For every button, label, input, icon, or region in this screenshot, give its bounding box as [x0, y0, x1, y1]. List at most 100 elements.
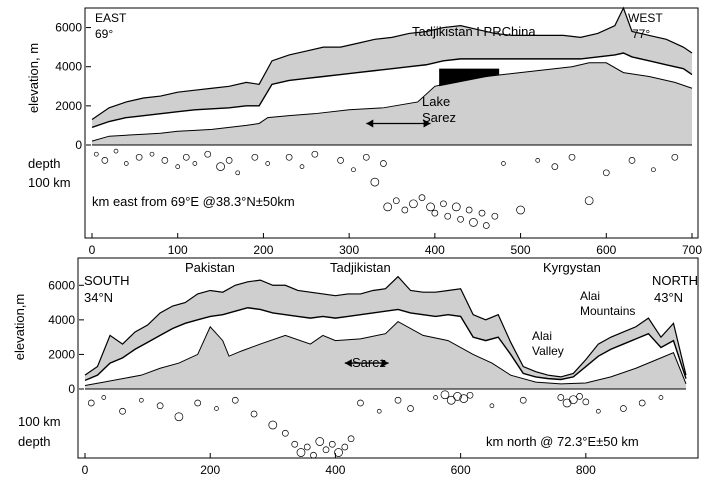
earthquake-marker: [337, 157, 344, 164]
earthquake-marker: [568, 153, 576, 161]
earthquake-marker: [235, 170, 241, 176]
top-center-label: Tadjikistan I PRChina: [412, 24, 536, 39]
earthquake-marker: [433, 395, 438, 400]
earthquake-marker: [138, 397, 144, 403]
x-tick-label: 300: [339, 243, 359, 257]
x-tick-label: 800: [576, 463, 596, 477]
sarez-arrow-head-right: [423, 119, 431, 128]
earthquake-marker: [347, 435, 355, 443]
max-mean-band: [85, 276, 686, 381]
earthquake-marker: [101, 395, 107, 400]
earthquake-marker: [401, 206, 409, 214]
top-plot-layer: 0 2000 4000 6000 0 100 200 300 400 500 600 700: [55, 6, 702, 257]
earthquake-marker: [453, 392, 462, 401]
earthquake-marker: [671, 153, 679, 161]
earthquake-marker: [328, 440, 336, 448]
earthquake-marker: [250, 410, 258, 418]
alai-mountains-label: Alai: [580, 289, 600, 303]
bottom-corner-left-sub: 34°N: [84, 290, 113, 305]
top-corner-right: WEST: [628, 11, 663, 25]
earthquake-marker: [465, 206, 473, 214]
earthquake-marker: [174, 412, 184, 422]
earthquake-marker: [299, 164, 305, 169]
earthquake-marker: [535, 158, 541, 163]
earthquake-marker: [214, 406, 219, 411]
earthquake-marker: [562, 398, 572, 408]
bottom-depth-tick: 100 km: [18, 414, 61, 429]
top-plot-frame: [84, 7, 699, 239]
earthquake-marker: [194, 399, 202, 407]
bottom-ylabel: elevation,m: [12, 294, 27, 360]
earthquake-marker: [101, 157, 109, 164]
y-tick-label: 2000: [55, 99, 82, 113]
bottom-depth-label: depth: [18, 434, 51, 449]
min-elevation-area: [92, 62, 692, 145]
min-elevation-area: [85, 321, 686, 389]
bottom-panel: 0 2000 4000 6000 0 200 400 600 800 elevation,m 1…: [12, 257, 699, 477]
earthquake-marker: [478, 209, 486, 217]
bottom-plot-layer: 0 2000 4000 6000 0 200 400 600 800: [48, 275, 687, 477]
y-tick-label: 0: [68, 382, 75, 396]
bottom-xlabel: km north @ 72.3°E±50 km: [486, 434, 639, 449]
earthquake-marker: [291, 440, 299, 448]
x-tick-label: 600: [596, 243, 616, 257]
top-corner-right-sub: 77°: [632, 27, 650, 41]
earthquake-marker: [446, 395, 456, 405]
min-elevation-line: [84, 320, 687, 387]
earthquake-marker: [596, 408, 601, 414]
earthquake-marker: [440, 390, 450, 400]
y-tick-label: 6000: [55, 21, 82, 35]
earthquake-marker: [135, 153, 143, 161]
x-tick-label: 100: [168, 243, 188, 257]
lake-sarez-mark: [439, 68, 500, 87]
earthquake-marker: [576, 393, 583, 400]
earthquake-marker: [156, 402, 164, 410]
top-corner-left-sub: 69°: [95, 27, 113, 41]
earthquake-marker: [251, 153, 259, 161]
earthquake-marker: [231, 396, 239, 404]
x-tick-label: 200: [253, 243, 273, 257]
max-elevation-line: [91, 6, 693, 121]
top-ylabel: elevation, m: [26, 43, 41, 113]
earthquake-marker: [466, 391, 474, 399]
mean-elevation-line: [91, 52, 693, 129]
earthquake-marker: [380, 160, 387, 167]
earthquake-marker: [568, 395, 578, 405]
x-tick-label: 700: [682, 243, 702, 257]
earthquake-marker: [407, 405, 414, 412]
bottom-corner-left: SOUTH: [84, 273, 130, 288]
earthquake-marker: [311, 150, 319, 158]
earthquake-marker: [310, 451, 317, 459]
earthquake-marker: [341, 443, 349, 451]
sarez-arrow-head-left: [366, 119, 374, 128]
earthquake-marker: [161, 157, 169, 164]
region-label-kyrgystan: Kyrgystan: [543, 260, 601, 275]
x-tick-label: 0: [89, 243, 96, 257]
earthquake-marker: [489, 403, 495, 409]
top-depth-label: depth: [28, 156, 61, 171]
earthquake-marker: [431, 209, 439, 217]
lake-sarez-label: Lake: [422, 94, 450, 109]
earthquake-marker: [628, 157, 636, 164]
y-tick-label: 0: [75, 138, 82, 152]
earthquake-marker: [296, 448, 306, 457]
x-tick-label: 200: [200, 463, 220, 477]
earthquake-marker: [303, 443, 311, 451]
min-elevation-line: [91, 62, 693, 142]
earthquake-marker: [582, 398, 590, 406]
earthquake-marker: [516, 205, 525, 215]
earthquake-marker: [551, 163, 559, 170]
mean-elevation-line: [84, 307, 687, 382]
earthquake-marker: [491, 212, 499, 220]
earthquake-marker: [383, 202, 393, 212]
earthquake-marker: [113, 148, 119, 154]
max-elevation-line: [84, 275, 687, 378]
top-xlabel: km east from 69°E @38.3°N±50km: [92, 194, 295, 209]
earthquake-marker: [357, 399, 364, 407]
x-tick-label: 400: [425, 243, 445, 257]
earthquake-marker: [602, 169, 610, 177]
earthquake-marker: [182, 153, 190, 161]
x-tick-label: 600: [451, 463, 471, 477]
earthquake-marker: [192, 161, 198, 166]
